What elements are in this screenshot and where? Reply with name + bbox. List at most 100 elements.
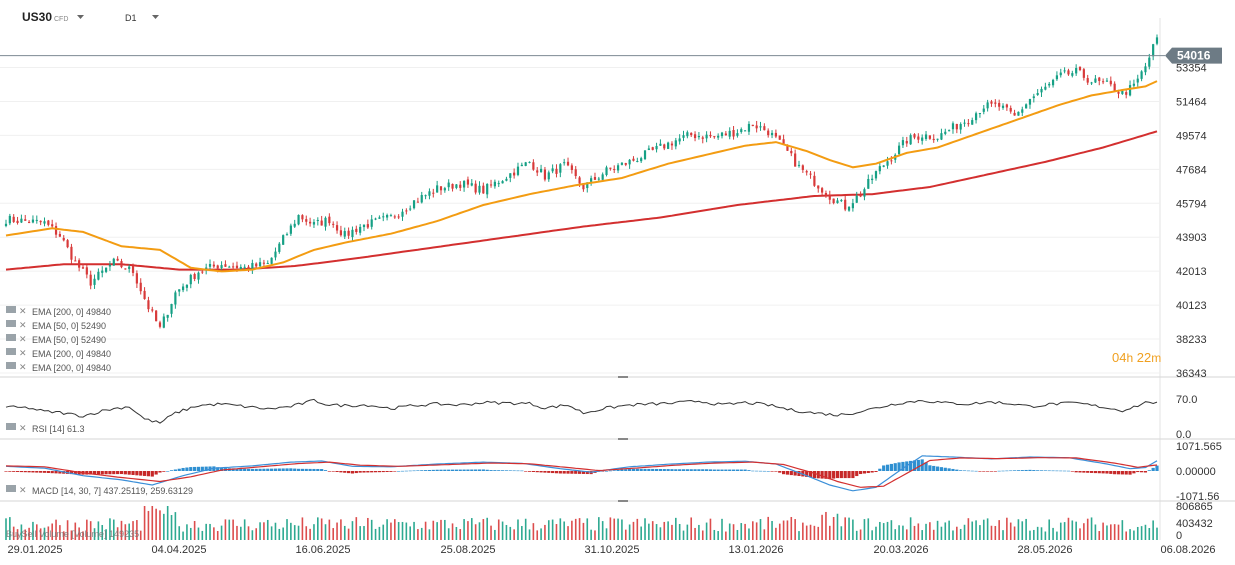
candle-body <box>4 223 8 226</box>
candle-body <box>359 226 362 233</box>
candle-body <box>663 144 666 149</box>
legend-row-ema-3[interactable]: ✕ EMA [50, 0] 52490 <box>6 334 106 345</box>
symbol-name[interactable]: US30 <box>22 10 52 24</box>
macd-histogram-bar <box>243 468 247 472</box>
candle-body <box>258 262 262 267</box>
candle-body <box>174 292 177 305</box>
volume-bar <box>913 525 916 540</box>
macd-histogram-bar <box>447 469 451 472</box>
volume-bar <box>112 519 115 540</box>
legend-menu-icon[interactable] <box>6 485 16 492</box>
volume-bar <box>370 519 373 540</box>
volume-bar <box>709 518 712 540</box>
legend-menu-icon[interactable] <box>6 306 16 313</box>
macd-histogram-bar <box>966 470 970 472</box>
candle-body <box>101 270 104 273</box>
candle-body <box>1102 81 1105 83</box>
candle-body <box>1040 88 1043 93</box>
volume-bar <box>517 519 519 540</box>
volume-bar <box>266 519 269 540</box>
volume-bar <box>1006 517 1008 540</box>
volume-bar <box>651 521 654 540</box>
legend-menu-icon[interactable] <box>6 362 16 369</box>
volume-bar <box>917 523 920 540</box>
candle-body <box>486 183 489 195</box>
volume-bar <box>863 519 866 540</box>
candle-body <box>12 216 15 222</box>
candle-body <box>655 145 658 150</box>
volume-bar <box>836 513 839 540</box>
volume-bar <box>775 527 777 540</box>
macd-histogram-bar <box>19 471 23 473</box>
legend-row-ema-5[interactable]: ✕ EMA [200, 0] 49840 <box>6 362 111 373</box>
price-panel-resize-handle[interactable] <box>618 376 628 378</box>
candle-body <box>755 125 758 129</box>
volume-bar <box>905 529 908 540</box>
candle-body <box>886 161 889 166</box>
volume-bar <box>975 520 977 540</box>
volume-bar <box>401 521 404 540</box>
volume-bar <box>1067 517 1070 540</box>
legend-row-ema-4[interactable]: ✕ EMA [200, 0] 49840 <box>6 348 111 359</box>
timeframe-selector[interactable]: D1 <box>125 13 137 23</box>
candle-body <box>628 159 631 165</box>
candle-body <box>328 216 331 224</box>
legend-close-icon[interactable]: ✕ <box>19 348 27 358</box>
macd-histogram-bar <box>628 468 632 472</box>
volume-bar <box>659 527 662 540</box>
volume-bar <box>186 524 188 540</box>
legend-row-rsi[interactable]: ✕ RSI [14] 61.3 <box>6 423 85 434</box>
legend-row-ema-1[interactable]: ✕ EMA [200, 0] 49840 <box>6 306 111 317</box>
legend-row-volume[interactable]: BuySell Volume [Volume] 149235 <box>6 529 139 539</box>
macd-histogram-bar <box>708 469 713 472</box>
volume-bar <box>998 520 1000 540</box>
candle-body <box>470 183 473 186</box>
legend-menu-icon[interactable] <box>6 348 16 355</box>
legend-menu-icon[interactable] <box>6 334 16 341</box>
volume-bar <box>855 530 858 540</box>
legend-close-icon[interactable]: ✕ <box>19 485 27 495</box>
macd-histogram-bar <box>866 471 870 474</box>
macd-histogram-bar <box>1116 471 1121 475</box>
timeframe-chevron-down-icon[interactable] <box>152 15 159 19</box>
legend-menu-icon[interactable] <box>6 423 16 430</box>
volume-bar <box>759 519 762 540</box>
macd-legend-label: MACD [14, 30, 7] 437.25119, 259.63129 <box>32 486 193 496</box>
legend-close-icon[interactable]: ✕ <box>19 362 27 372</box>
volume-bar <box>163 513 165 540</box>
candle-body <box>921 137 924 141</box>
macd-panel-resize-handle[interactable] <box>618 500 628 502</box>
macd-histogram-bar <box>916 459 920 472</box>
price-axis-tick-label: 43903 <box>1176 232 1207 244</box>
candle-body <box>509 173 512 178</box>
macd-histogram-bar <box>200 466 204 472</box>
legend-close-icon[interactable]: ✕ <box>19 306 27 316</box>
legend-close-icon[interactable]: ✕ <box>19 334 27 344</box>
macd-histogram-bar <box>389 471 393 472</box>
macd-histogram-bar <box>647 468 651 472</box>
volume-bar <box>336 522 338 540</box>
macd-histogram-bar <box>320 469 324 472</box>
volume-bar <box>201 530 204 540</box>
legend-row-macd[interactable]: ✕ MACD [14, 30, 7] 437.25119, 259.63129 <box>6 485 193 496</box>
candle-body <box>482 185 485 194</box>
macd-histogram-bar <box>693 469 697 472</box>
legend-close-icon[interactable]: ✕ <box>19 423 27 433</box>
macd-histogram-bar <box>100 471 104 475</box>
candle-body <box>932 138 935 141</box>
legend-menu-icon[interactable] <box>6 320 16 327</box>
macd-histogram-bar <box>947 468 951 472</box>
candle-body <box>151 309 154 311</box>
candle-body <box>1005 104 1008 108</box>
macd-histogram-bar <box>393 471 397 472</box>
legend-label: EMA [50, 0] 52490 <box>32 335 106 345</box>
symbol-chevron-down-icon[interactable] <box>77 15 84 19</box>
candle-body <box>978 113 982 115</box>
legend-row-ema-2[interactable]: ✕ EMA [50, 0] 52490 <box>6 320 106 331</box>
candle-body <box>1009 107 1012 112</box>
candle-body <box>524 162 527 166</box>
legend-close-icon[interactable]: ✕ <box>19 320 27 330</box>
rsi-panel-resize-handle[interactable] <box>618 438 628 440</box>
macd-histogram-bar <box>408 470 412 472</box>
